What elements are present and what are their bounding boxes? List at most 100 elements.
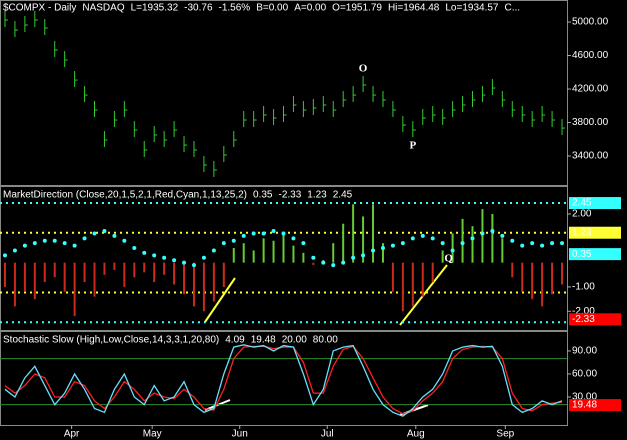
signal-dot [132,246,137,251]
panel-header: -2.33 [278,190,301,201]
panel-header: 2.45 [333,190,353,201]
y-tick-label: 2.00 [572,209,592,220]
panel-header: Hi=1964.48 [388,3,440,14]
annotation: O [359,63,368,75]
panel-frame [0,0,568,186]
signal-dot [102,229,107,234]
histogram-bar [113,262,116,270]
value-marker [569,399,621,412]
y-tick-label: -1.00 [572,282,595,293]
histogram-bar [352,204,355,263]
histogram-bar [43,262,46,283]
histogram-bar [212,262,215,302]
signal-dot [251,231,256,236]
signal-dot [450,248,455,253]
histogram-bar [441,250,444,263]
panel-header: MarketDirection (Close,20,1,5,2,1,Red,Cy… [3,190,247,201]
signal-dot [480,231,485,236]
histogram-bar [93,262,96,297]
series-line [4,345,563,415]
histogram-bar [222,262,225,287]
signal-dot [520,243,525,248]
signal-dot [62,241,67,246]
signal-dot [261,231,266,236]
panel-header: 19.48 [251,335,276,346]
x-tick-label: May [143,429,162,440]
signal-dot [380,246,385,251]
signal-dot [142,250,147,255]
histogram-bar [153,262,156,283]
signal-dot [211,248,216,253]
signal-dot [301,241,306,246]
signal-dot [82,236,87,241]
histogram-bar [511,262,514,278]
signal-dot [540,243,545,248]
signal-dot [530,241,535,246]
panel-header: 20.00 [282,335,307,346]
signal-dot [420,233,425,238]
signal-dot [191,263,196,268]
histogram-bar [541,262,544,307]
histogram-bar [521,262,524,292]
value-marker-label: 1.23 [572,227,592,238]
signal-dot [162,255,167,260]
histogram-bar [242,243,245,263]
y-tick-label: 3800.00 [572,117,609,128]
value-marker-label: 19.48 [572,400,597,411]
y-tick-label: 30.00 [572,392,597,403]
value-marker-label: 0.35 [572,249,592,260]
histogram-bar [491,213,494,263]
signal-dot [351,255,356,260]
signal-dot [500,233,505,238]
x-tick-label: Jul [321,429,334,440]
histogram-bar [391,262,394,292]
histogram-bar [163,262,166,275]
histogram-bar [401,262,404,312]
x-tick-label: Apr [64,429,80,440]
signal-dot [490,229,495,234]
histogram-bar [3,262,6,287]
histogram-bar [372,204,375,263]
panel-header: 80.00 [313,335,338,346]
value-marker-label: 2.45 [572,198,592,209]
signal-dot [182,260,187,265]
histogram-bar [103,262,106,275]
signal-dot [152,253,157,258]
signal-dot [72,243,77,248]
x-tick-label: Aug [407,429,425,440]
y-tick-label: 60.00 [572,369,597,380]
signal-dot [400,241,405,246]
histogram-bar [411,262,414,307]
y-tick-label: 90.00 [572,346,597,357]
signal-dot [440,241,445,246]
signal-dot [2,253,7,258]
signal-dot [231,238,236,243]
histogram-bar [531,262,534,300]
histogram-bar [451,233,454,263]
signal-dot [221,241,226,246]
histogram-bar [133,262,136,278]
signal-dot [410,236,415,241]
histogram-bar [481,209,484,263]
histogram-bar [13,262,16,307]
panel-header: 1.23 [307,190,327,201]
histogram-bar [232,248,235,263]
histogram-bar [53,262,56,278]
signal-dot [470,236,475,241]
panel-header: O=1951.79 [332,3,382,14]
histogram-bar [292,245,295,263]
histogram-bar [272,240,275,263]
signal-dot [560,241,565,246]
y-tick-label: 4200.00 [572,84,609,95]
panel-header: B=0.00 [256,3,288,14]
y-tick-label: 3400.00 [572,151,609,162]
histogram-bar [63,262,66,292]
signal-dot [12,248,17,253]
signal-dot [550,241,555,246]
signal-dot [52,238,57,243]
signal-dot [321,260,326,265]
histogram-bar [33,262,36,300]
value-marker [569,197,621,210]
histogram-bar [183,262,186,295]
signal-dot [460,241,465,246]
